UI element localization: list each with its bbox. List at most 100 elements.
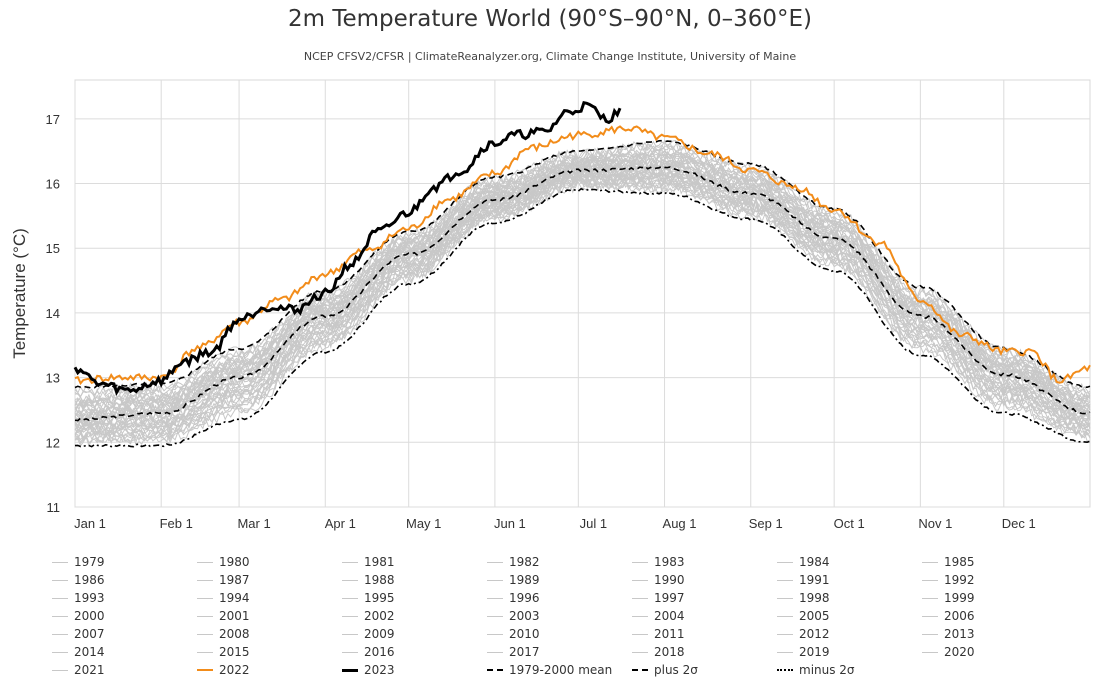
x-tick-label: Aug 1 (663, 516, 697, 531)
legend-item-1988[interactable]: 1988 (342, 571, 487, 589)
legend-item-2006[interactable]: 2006 (922, 607, 1067, 625)
legend-item-1998[interactable]: 1998 (777, 589, 922, 607)
legend-swatch (922, 615, 938, 617)
legend-item-1979[interactable]: 1979 (52, 553, 197, 571)
legend-item-2000[interactable]: 2000 (52, 607, 197, 625)
legend-item-2002[interactable]: 2002 (342, 607, 487, 625)
legend-item-1996[interactable]: 1996 (487, 589, 632, 607)
legend-item-2004[interactable]: 2004 (632, 607, 777, 625)
legend-swatch (342, 579, 358, 581)
y-axis-label: Temperature (°C) (10, 228, 29, 359)
legend-item-2015[interactable]: 2015 (197, 643, 342, 661)
chart-subtitle: NCEP CFSV2/CFSR | ClimateReanalyzer.org,… (303, 50, 797, 63)
legend-swatch (922, 633, 938, 635)
legend-label: 1996 (509, 591, 540, 605)
legend-item-2017[interactable]: 2017 (487, 643, 632, 661)
legend-item-1983[interactable]: 1983 (632, 553, 777, 571)
legend-item-2013[interactable]: 2013 (922, 625, 1067, 643)
legend-item-2005[interactable]: 2005 (777, 607, 922, 625)
x-tick-label: Jan 1 (74, 516, 106, 531)
legend-item-2008[interactable]: 2008 (197, 625, 342, 643)
legend-item-1994[interactable]: 1994 (197, 589, 342, 607)
legend-item-2020[interactable]: 2020 (922, 643, 1067, 661)
legend-item-2016[interactable]: 2016 (342, 643, 487, 661)
legend-item-1999[interactable]: 1999 (922, 589, 1067, 607)
legend-item-1984[interactable]: 1984 (777, 553, 922, 571)
legend-item-1991[interactable]: 1991 (777, 571, 922, 589)
series-line-2000[interactable] (74, 166, 1091, 431)
legend-swatch (197, 561, 213, 563)
legend-label: 2017 (509, 645, 540, 659)
series-line-2019[interactable] (74, 149, 1091, 410)
legend-item-1989[interactable]: 1989 (487, 571, 632, 589)
legend-item-2014[interactable]: 2014 (52, 643, 197, 661)
legend-label: 1999 (944, 591, 975, 605)
legend-item-1995[interactable]: 1995 (342, 589, 487, 607)
legend-item-1985[interactable]: 1985 (922, 553, 1067, 571)
legend-swatch (487, 561, 503, 563)
legend-swatch (922, 579, 938, 581)
legend-item-2023[interactable]: 2023 (342, 661, 487, 679)
y-tick-label: 16 (46, 177, 60, 192)
legend-item-1992[interactable]: 1992 (922, 571, 1067, 589)
legend-item-2009[interactable]: 2009 (342, 625, 487, 643)
legend-item-1997[interactable]: 1997 (632, 589, 777, 607)
legend-swatch (777, 651, 793, 653)
series-line-1986[interactable] (74, 177, 1091, 442)
chart-title: 2m Temperature World (90°S–90°N, 0–360°E… (287, 6, 813, 32)
legend-label: 2005 (799, 609, 830, 623)
legend-item-1986[interactable]: 1986 (52, 571, 197, 589)
series-line-minus-2sigma[interactable] (74, 187, 1091, 448)
line-chart: 11 12 13 14 15 16 17 Jan 1 Feb 1 Mar 1 Apr 1 May 1… (10, 79, 1091, 531)
legend-item-1993[interactable]: 1993 (52, 589, 197, 607)
series-line-2020[interactable] (74, 139, 1091, 398)
x-tick-label: May 1 (406, 516, 441, 531)
series-line-2018[interactable] (74, 147, 1091, 408)
legend-swatch (632, 561, 648, 563)
y-tick-label: 15 (46, 241, 60, 256)
legend-item-2001[interactable]: 2001 (197, 607, 342, 625)
series-line-2023[interactable] (73, 100, 622, 396)
legend-swatch (922, 597, 938, 599)
legend-swatch (922, 561, 938, 563)
legend-item-2007[interactable]: 2007 (52, 625, 197, 643)
legend-label: 1990 (654, 573, 685, 587)
legend-swatch (52, 615, 68, 617)
chart-legend: 1979 1980 1981 1982 1983 1984 1985 1986 1987 1988… (52, 553, 1092, 679)
legend-item-1979-2000-mean[interactable]: 1979-2000 mean (487, 661, 632, 679)
legend-item-2011[interactable]: 2011 (632, 625, 777, 643)
legend-label: 2010 (509, 627, 540, 641)
legend-item-1981[interactable]: 1981 (342, 553, 487, 571)
y-tick-label: 11 (47, 500, 61, 515)
y-axis-ticks: 11 12 13 14 15 16 17 (46, 112, 60, 515)
legend-item-2010[interactable]: 2010 (487, 625, 632, 643)
series-line-2011[interactable] (74, 157, 1091, 417)
legend-item-2019[interactable]: 2019 (777, 643, 922, 661)
legend-label: 2003 (509, 609, 540, 623)
series-line-1998[interactable] (74, 159, 1091, 423)
legend-item-1987[interactable]: 1987 (197, 571, 342, 589)
legend-item-1980[interactable]: 1980 (197, 553, 342, 571)
series-line-2008[interactable] (74, 158, 1091, 421)
legend-item-2018[interactable]: 2018 (632, 643, 777, 661)
legend-item-plus-2-[interactable]: plus 2σ (632, 661, 777, 679)
legend-item-2021[interactable]: 2021 (52, 661, 197, 679)
series-line-1983[interactable] (74, 175, 1091, 439)
legend-item-2022[interactable]: 2022 (197, 661, 342, 679)
series-line-2017[interactable] (74, 140, 1091, 400)
legend-label: 1984 (799, 555, 830, 569)
legend-item-1990[interactable]: 1990 (632, 571, 777, 589)
legend-swatch (197, 615, 213, 617)
legend-label: 2014 (74, 645, 105, 659)
series-line-plus-2sigma[interactable] (74, 139, 1091, 390)
legend-item-1982[interactable]: 1982 (487, 553, 632, 571)
legend-label: 1986 (74, 573, 105, 587)
legend-item-2012[interactable]: 2012 (777, 625, 922, 643)
legend-item-2003[interactable]: 2003 (487, 607, 632, 625)
series-line-mean[interactable] (74, 165, 1091, 422)
series-line-1985[interactable] (74, 178, 1091, 444)
legend-swatch (197, 597, 213, 599)
legend-label: 2012 (799, 627, 830, 641)
legend-item-minus-2-[interactable]: minus 2σ (777, 661, 922, 679)
legend-label: 1983 (654, 555, 685, 569)
